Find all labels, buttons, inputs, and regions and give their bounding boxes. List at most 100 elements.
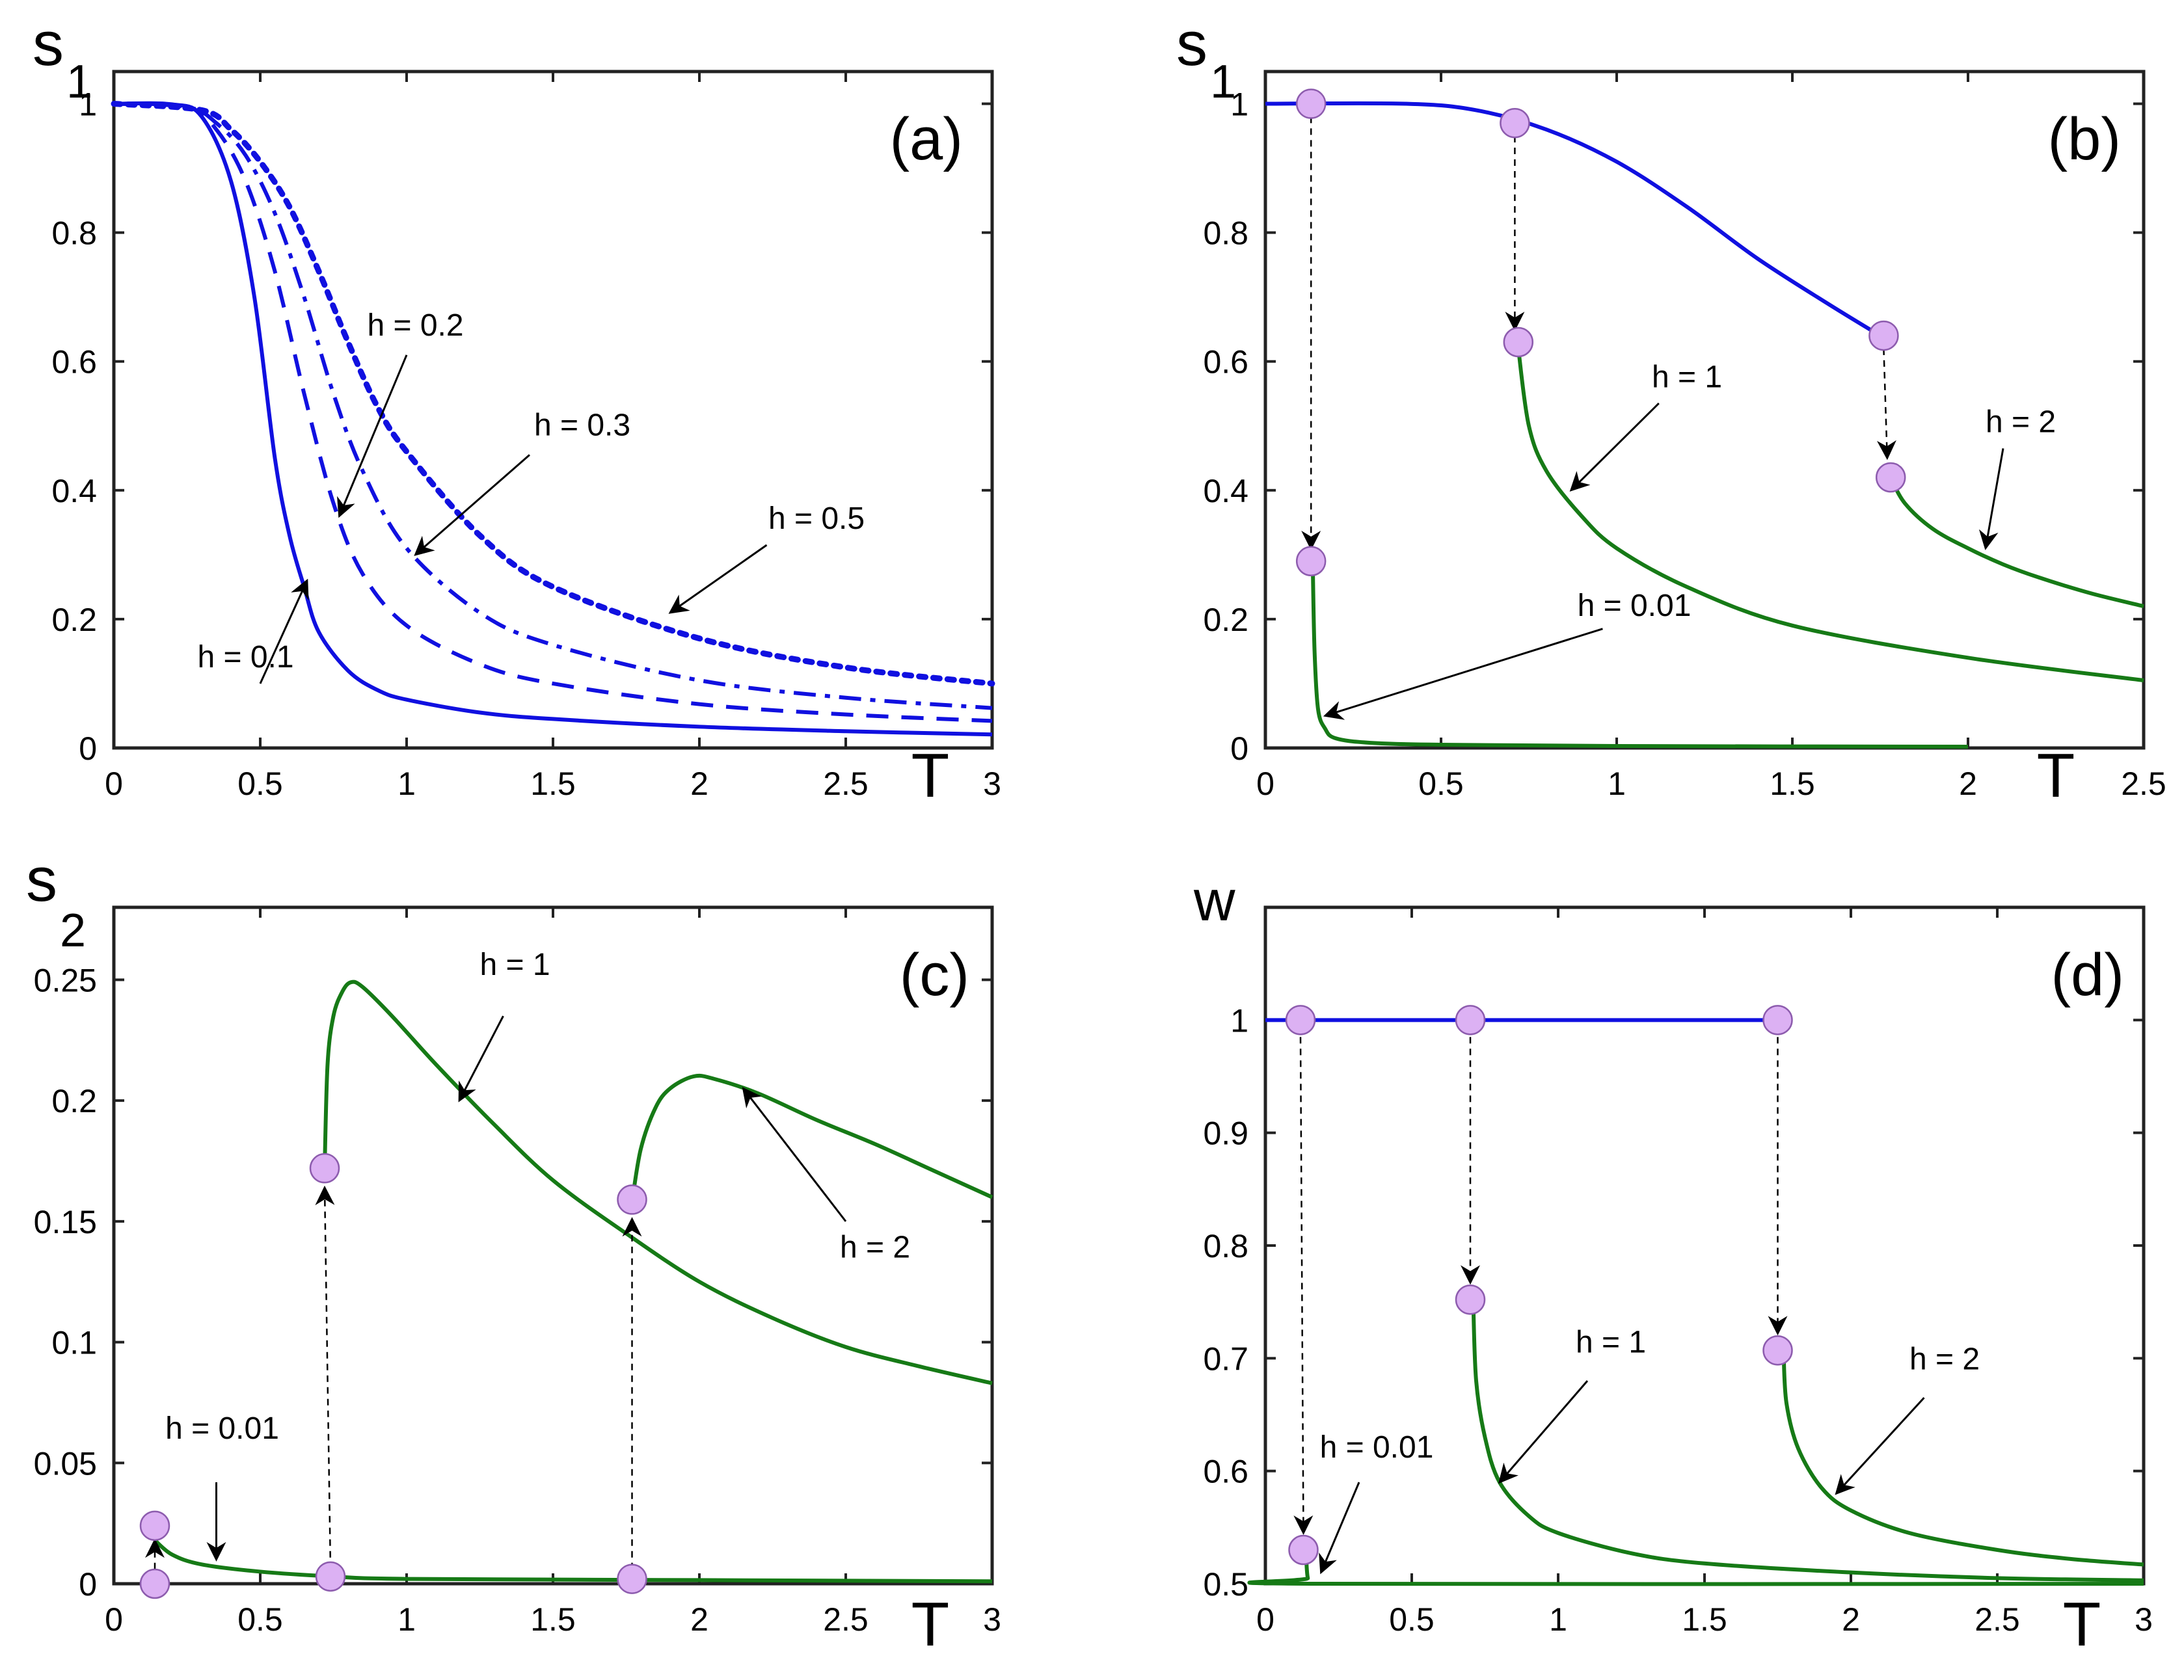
y-tick-label: 0.5 [1203, 1566, 1248, 1603]
series-line [1247, 1561, 2144, 1586]
x-tick-label: 0.5 [237, 766, 283, 802]
y-tick-label: 0.8 [1203, 215, 1248, 252]
y-tick-label: 1 [1230, 87, 1248, 123]
series-line [1310, 567, 1969, 749]
x-tick-label: 2 [1842, 1601, 1860, 1638]
panel-b-ylabel-sub: 1 [1210, 56, 1236, 108]
x-tick-label: 1 [398, 1601, 416, 1638]
x-tick-label: 0.5 [1389, 1601, 1435, 1638]
series-annotation-label: h = 0.01 [1578, 589, 1692, 623]
panel-b-plot-layer: 0 0.5 1 1.5 2 2.5 0 0.2 0.4 0.6 0.8 1 h = 0.01 h = 1 h… [1203, 72, 2166, 802]
x-tick-label: 2 [690, 1601, 708, 1638]
panel-c-plot-layer: 0 0.5 1 1.5 2 2.5 3 0 0.05 0.1 0.15 0.2 0.25 h = 0.01… [34, 907, 1001, 1638]
annotation-arrow [1323, 628, 1603, 720]
series-line [113, 101, 993, 710]
annotation-arrow [1569, 403, 1660, 492]
annotation-arrow [259, 578, 309, 684]
x-tick-label: 0 [105, 1601, 123, 1638]
y-tick-label: 0.2 [51, 1083, 97, 1119]
series-line [1889, 476, 2144, 609]
x-tick-label: 2 [690, 766, 708, 802]
annotation-arrow [1319, 1482, 1360, 1575]
panel-a: 0 0.5 1 1.5 2 2.5 3 0 0.2 0.4 0.6 0.8 1 h = 0.1 h = 0.… [33, 9, 1001, 810]
series-line [1781, 1352, 2144, 1567]
panel-b-ylabel: s [1176, 9, 1207, 79]
panel-d-label: (d) [2051, 942, 2124, 1008]
series-annotation-label: h = 0.3 [534, 408, 630, 443]
y-tick-label: 0.9 [1203, 1115, 1248, 1152]
y-tick-label: 0.2 [51, 602, 97, 638]
annotation-arrow [668, 544, 768, 614]
transition-marker [1868, 320, 1899, 351]
series-annotation-label: h = 2 [840, 1231, 910, 1265]
y-tick-label: 0.25 [34, 962, 97, 998]
x-tick-label: 1 [398, 766, 416, 802]
series-annotation-label: h = 0.1 [197, 640, 293, 674]
panel-c-ylabel: s [26, 845, 57, 914]
jump-arrow [1293, 1037, 1314, 1535]
x-tick-label: 0.5 [1418, 766, 1464, 802]
x-tick-label: 2.5 [823, 1601, 869, 1638]
panel-a-plot-layer: 0 0.5 1 1.5 2 2.5 3 0 0.2 0.4 0.6 0.8 1 h = 0.1 h = 0.… [51, 72, 1001, 802]
panel-d-xlabel: T [2063, 1590, 2101, 1659]
y-tick-label: 0.7 [1203, 1340, 1248, 1377]
y-tick-label: 0.4 [51, 473, 97, 509]
panel-a-ylabel-sub: 1 [66, 56, 92, 108]
y-tick-label: 0.05 [34, 1445, 97, 1482]
jump-arrow [315, 1185, 335, 1569]
annotation-arrow [1978, 448, 2004, 550]
y-tick-label: 0.15 [34, 1204, 97, 1240]
series-line [323, 980, 993, 1385]
y-tick-label: 0.6 [1203, 344, 1248, 380]
panel-b: 0 0.5 1 1.5 2 2.5 0 0.2 0.4 0.6 0.8 1 h = 0.01 h = 1 h… [1176, 9, 2166, 810]
transition-marker [617, 1184, 647, 1215]
annotation-arrow [414, 454, 530, 556]
y-tick-label: 0.8 [51, 215, 97, 252]
panel-c-xlabel: T [911, 1590, 950, 1659]
x-tick-label: 2.5 [823, 766, 869, 802]
x-tick-label: 2 [1959, 766, 1977, 802]
y-tick-label: 0 [79, 1566, 97, 1603]
transition-marker [309, 1153, 340, 1184]
transition-marker [1455, 1005, 1486, 1035]
panel-b-xlabel: T [2037, 741, 2075, 810]
annotation-arrow [458, 1015, 504, 1102]
series-annotation-label: h = 0.01 [165, 1411, 279, 1446]
series-line [113, 101, 993, 737]
panel-d-ylabel: w [1193, 868, 1235, 933]
transition-marker [1503, 327, 1534, 358]
panel-c-ylabel-sub: 2 [60, 905, 86, 957]
y-tick-label: 0.4 [1203, 473, 1248, 509]
panel-a-xlabel: T [911, 741, 950, 810]
y-tick-label: 0 [1230, 730, 1248, 767]
x-tick-label: 3 [983, 1601, 1001, 1638]
y-tick-label: 0 [79, 730, 97, 767]
series-annotation-label: h = 1 [479, 948, 550, 982]
annotation-arrow [1498, 1380, 1589, 1484]
x-tick-label: 2.5 [2121, 766, 2166, 802]
annotation-arrow [742, 1087, 847, 1222]
x-tick-label: 3 [983, 766, 1001, 802]
series-annotation-label: h = 2 [1909, 1342, 1980, 1377]
series-annotation-label: h = 0.5 [768, 501, 865, 536]
x-tick-label: 3 [2135, 1601, 2153, 1638]
series-line [111, 101, 995, 687]
x-tick-label: 1.5 [1770, 766, 1815, 802]
series-line [1471, 1301, 2144, 1582]
transition-marker [1288, 1534, 1319, 1566]
panel-b-label: (b) [2048, 106, 2121, 172]
series-line [113, 101, 993, 723]
x-tick-label: 1 [1608, 766, 1626, 802]
y-tick-label: 0.6 [51, 344, 97, 380]
y-tick-label: 0.2 [1203, 602, 1248, 638]
x-tick-label: 1.5 [530, 766, 576, 802]
panel-a-label: (a) [890, 106, 963, 172]
transition-marker [1285, 1005, 1316, 1035]
y-tick-label: 1 [79, 87, 97, 123]
jump-arrow [1876, 348, 1896, 460]
transition-marker [617, 1564, 647, 1594]
x-tick-label: 0 [1256, 1601, 1274, 1638]
panel-d: 0 0.5 1 1.5 2 2.5 30.50.60.70.80.91h = 0.01h =… [1193, 868, 2153, 1659]
y-tick-label: 0.8 [1203, 1228, 1248, 1264]
